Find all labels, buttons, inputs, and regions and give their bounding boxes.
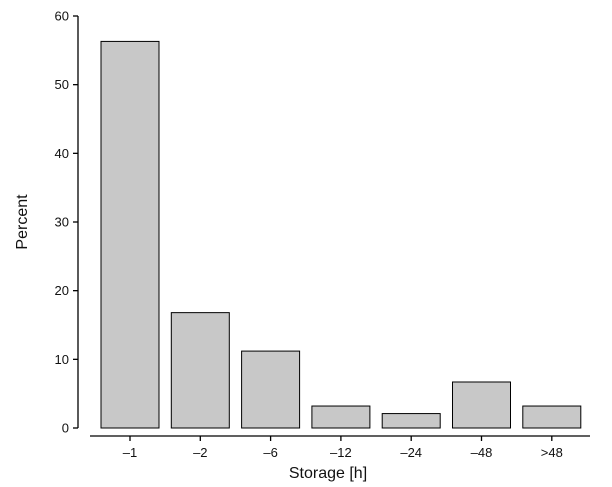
bar — [311, 405, 371, 429]
y-axis-ticks: 0 10 20 30 40 50 60 — [55, 9, 78, 436]
x-tick-label: –6 — [263, 445, 277, 460]
x-tick-label: –1 — [123, 445, 137, 460]
bar — [170, 312, 230, 429]
y-tick-label: 0 — [62, 421, 69, 436]
bar — [241, 350, 301, 429]
y-tick-label: 60 — [55, 9, 69, 24]
bar — [522, 405, 582, 429]
y-axis-label: Percent — [14, 194, 31, 250]
x-tick-label: –24 — [400, 445, 422, 460]
y-tick-label: 10 — [55, 352, 69, 367]
x-tick-label: –2 — [193, 445, 207, 460]
y-tick-label: 50 — [55, 77, 69, 92]
x-axis-ticks: –1 –2 –6 –12 –24 –48 >48 — [123, 436, 563, 460]
bar — [452, 381, 511, 429]
x-tick-label: >48 — [541, 445, 563, 460]
x-tick-label: –12 — [330, 445, 352, 460]
bars — [100, 40, 582, 429]
y-tick-label: 30 — [55, 215, 69, 230]
x-tick-label: –48 — [471, 445, 493, 460]
bar — [100, 40, 160, 429]
y-tick-label: 20 — [55, 283, 69, 298]
x-axis-label: Storage [h] — [289, 465, 367, 482]
y-tick-label: 40 — [55, 146, 69, 161]
bar — [381, 413, 441, 429]
